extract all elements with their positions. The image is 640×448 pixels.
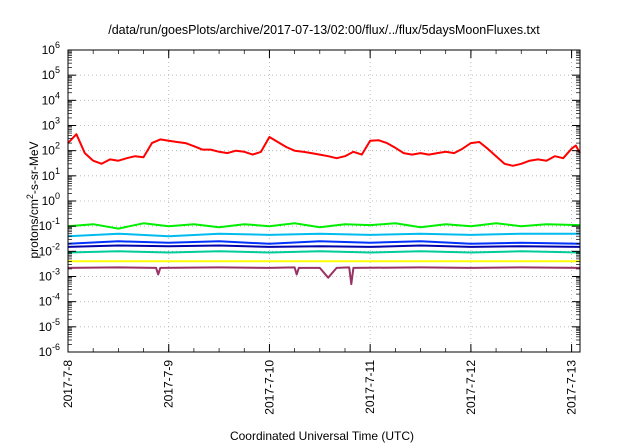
y-tick-label: 104 — [42, 90, 60, 107]
y-tick-label: 105 — [42, 65, 60, 82]
y-axis-label-base: protons/cm — [27, 199, 41, 258]
x-tick-label: 2017-7-13 — [565, 360, 579, 415]
x-tick-labels: 2017-7-8 2017-7-9 2017-7-10 2017-7-11 2017-7… — [61, 360, 579, 415]
series-line-5 — [67, 244, 581, 248]
series-line-3 — [67, 232, 580, 238]
y-tick-label: 10-5 — [39, 317, 60, 334]
y-axis-label-rest: -s-sr-MeV — [27, 141, 41, 194]
x-tick-label: 2017-7-9 — [162, 360, 176, 408]
x-tick-label: 2017-7-10 — [262, 360, 276, 415]
y-tick-labels: 10-6 10-5 10-4 10-3 10-2 10-1 100 101 102 103 104 1… — [39, 40, 60, 359]
series-line-4 — [67, 240, 581, 245]
x-tick-label: 2017-7-12 — [464, 360, 478, 415]
series-line-6 — [67, 250, 581, 254]
axis-ticks — [67, 49, 580, 353]
y-tick-label: 10-1 — [39, 216, 60, 233]
series-line-2 — [67, 222, 581, 230]
y-tick-label: 10-3 — [39, 267, 60, 284]
series-line-8 — [67, 266, 581, 286]
x-axis-label: Coordinated Universal Time (UTC) — [230, 429, 414, 443]
y-axis-label-sup: 2 — [25, 194, 35, 199]
y-tick-label: 103 — [42, 116, 60, 133]
x-tick-label: 2017-7-11 — [363, 360, 377, 414]
series-line-1 — [67, 133, 581, 167]
y-tick-label: 10-2 — [39, 241, 60, 258]
chart-title: /data/run/goesPlots/archive/2017-07-13/0… — [108, 23, 540, 37]
y-tick-label: 106 — [42, 40, 60, 57]
grid-lines — [68, 50, 580, 352]
y-tick-label: 100 — [42, 191, 60, 208]
y-tick-label: 101 — [42, 166, 60, 183]
y-axis-label: protons/cm2-s-sr-MeV — [25, 141, 41, 258]
x-tick-label: 2017-7-8 — [61, 360, 75, 408]
data-series — [67, 133, 581, 286]
y-tick-label: 102 — [42, 141, 60, 158]
y-tick-label: 10-4 — [39, 292, 60, 309]
y-tick-label: 10-6 — [39, 342, 60, 359]
